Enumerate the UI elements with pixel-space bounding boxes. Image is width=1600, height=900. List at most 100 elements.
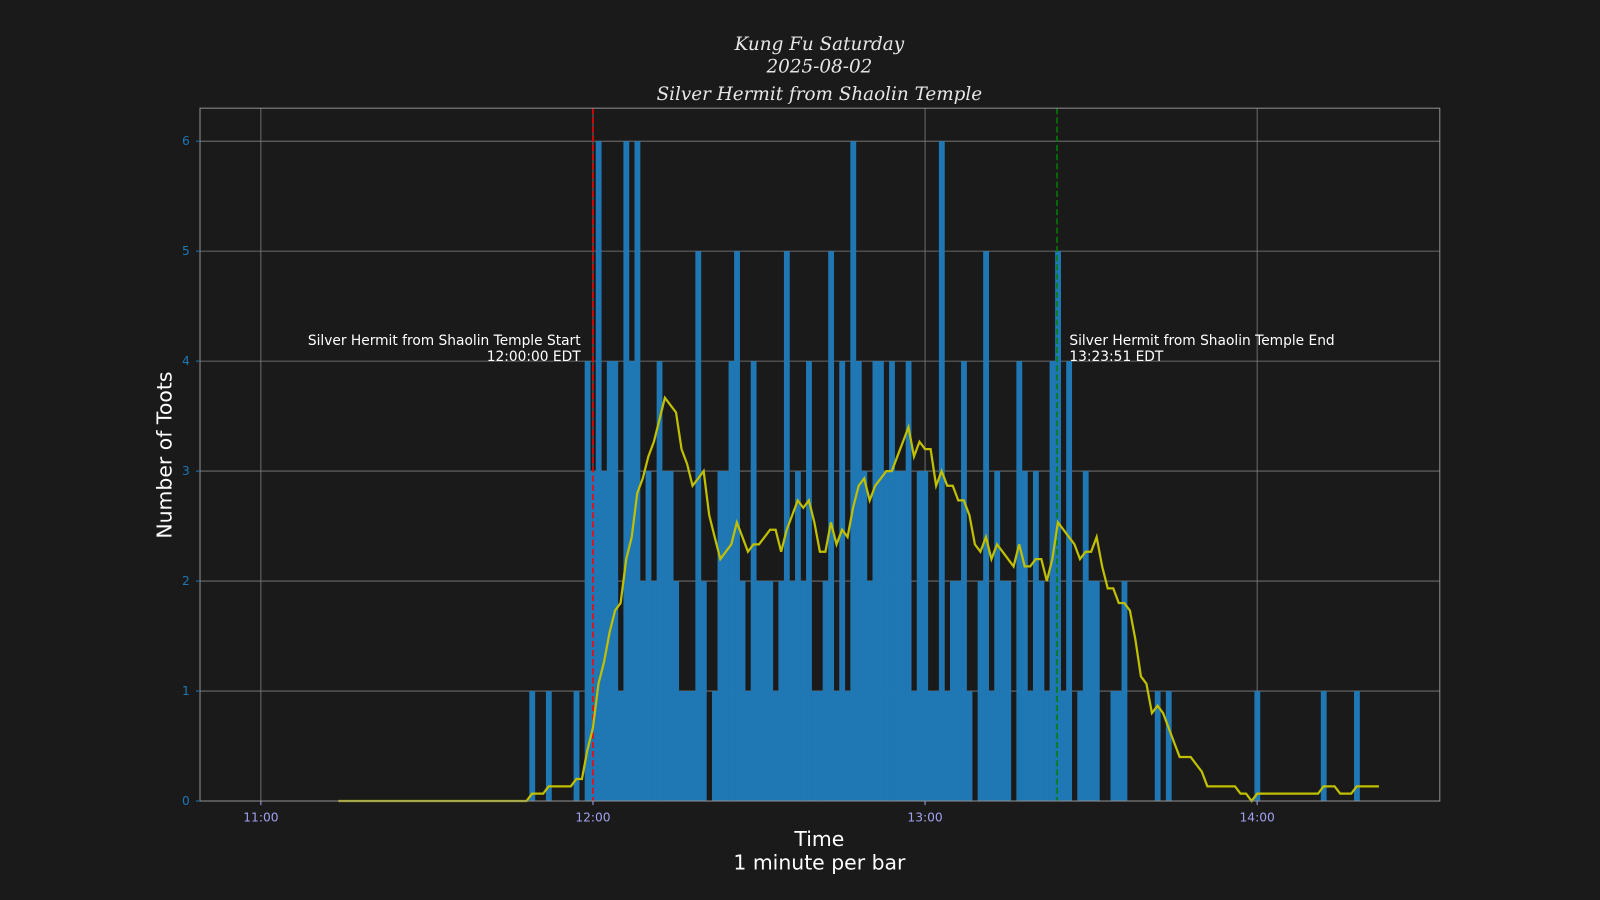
bar bbox=[673, 581, 680, 802]
bar bbox=[817, 691, 823, 802]
bar bbox=[933, 691, 940, 802]
bar bbox=[767, 581, 774, 802]
bar bbox=[966, 691, 973, 802]
x-tick-label: 14:00 bbox=[1240, 810, 1275, 824]
bar bbox=[612, 361, 619, 802]
bar bbox=[1027, 691, 1034, 802]
bar bbox=[861, 471, 868, 802]
x-axis-label: Time bbox=[793, 827, 844, 851]
bar bbox=[927, 691, 934, 802]
bar bbox=[872, 361, 879, 802]
bar bbox=[623, 141, 630, 802]
plot-frame bbox=[199, 107, 1441, 802]
bar bbox=[1093, 581, 1100, 802]
bar bbox=[584, 361, 591, 802]
bar bbox=[999, 581, 1006, 802]
bar bbox=[750, 361, 757, 802]
bar bbox=[756, 581, 763, 802]
bar bbox=[1354, 691, 1360, 802]
bar bbox=[645, 471, 652, 802]
bar bbox=[983, 251, 990, 802]
bar bbox=[1116, 691, 1122, 802]
bar bbox=[822, 581, 829, 802]
bar bbox=[684, 691, 691, 802]
bar bbox=[662, 471, 668, 802]
bar bbox=[1021, 471, 1028, 802]
bar bbox=[900, 471, 906, 802]
grid bbox=[200, 108, 1440, 802]
bar bbox=[595, 141, 602, 802]
bar bbox=[606, 361, 613, 802]
bar bbox=[1154, 691, 1161, 802]
bar bbox=[911, 691, 918, 802]
bar bbox=[689, 691, 696, 802]
y-tick-label: 2 bbox=[182, 574, 190, 588]
bar bbox=[1038, 581, 1045, 802]
y-tick-label: 0 bbox=[182, 794, 190, 808]
end-annotation-time: 13:23:51 EDT bbox=[1069, 349, 1163, 365]
bar bbox=[988, 691, 995, 802]
bar bbox=[778, 581, 785, 802]
ticks: 11:00 12:00 13:00 14:00 0 1 2 3 4 5 6 bbox=[182, 134, 1275, 824]
bar bbox=[878, 361, 884, 802]
bar bbox=[640, 581, 646, 802]
bar bbox=[739, 581, 746, 802]
bar bbox=[850, 141, 857, 802]
bar bbox=[711, 691, 718, 802]
bar bbox=[889, 361, 895, 802]
x-tick-label: 12:00 bbox=[575, 810, 610, 824]
bar bbox=[1077, 691, 1084, 802]
bar bbox=[772, 691, 779, 802]
bar bbox=[839, 361, 846, 802]
x-axis-sublabel: 1 minute per bar bbox=[733, 850, 906, 874]
x-tick-label: 11:00 bbox=[243, 810, 278, 824]
y-tick-label: 6 bbox=[182, 134, 190, 148]
bar bbox=[634, 141, 641, 802]
bar bbox=[922, 471, 929, 802]
bar bbox=[949, 581, 956, 802]
x-tick-label: 13:00 bbox=[907, 810, 942, 824]
start-annotation-label: Silver Hermit from Shaolin Temple Start bbox=[308, 333, 581, 349]
y-tick-label: 3 bbox=[182, 464, 190, 478]
bar bbox=[1110, 691, 1117, 802]
bar bbox=[789, 581, 796, 802]
bar bbox=[1088, 581, 1095, 802]
bar bbox=[651, 581, 657, 802]
bar bbox=[728, 361, 735, 802]
bar bbox=[977, 581, 984, 802]
bar bbox=[811, 691, 818, 802]
title-line-3: Silver Hermit from Shaolin Temple bbox=[657, 84, 983, 105]
bar bbox=[1254, 691, 1261, 802]
bar bbox=[1005, 581, 1012, 802]
y-tick-label: 5 bbox=[182, 244, 190, 258]
bar bbox=[1082, 471, 1089, 802]
bar bbox=[800, 581, 807, 802]
bar bbox=[1049, 361, 1056, 802]
y-axis-label: Number of Toots bbox=[152, 372, 176, 539]
bar bbox=[1016, 361, 1023, 802]
start-annotation-time: 12:00:00 EDT bbox=[487, 349, 581, 365]
bar bbox=[955, 581, 962, 802]
bar bbox=[1032, 471, 1039, 802]
bar bbox=[1044, 691, 1050, 802]
title-line-2: 2025-08-02 bbox=[765, 56, 872, 77]
bar bbox=[617, 691, 624, 802]
bar bbox=[545, 691, 552, 802]
bar bbox=[761, 581, 768, 802]
bar bbox=[794, 471, 801, 802]
bar bbox=[723, 471, 729, 802]
bar bbox=[529, 691, 536, 802]
bar bbox=[833, 691, 840, 802]
bar bbox=[783, 251, 790, 802]
bar bbox=[1066, 361, 1073, 802]
y-tick-label: 1 bbox=[182, 684, 190, 698]
bar bbox=[1060, 691, 1067, 802]
bar bbox=[745, 691, 752, 802]
bar bbox=[656, 361, 663, 802]
bar bbox=[961, 361, 967, 802]
bar bbox=[1320, 691, 1327, 802]
event-lines bbox=[592, 108, 1058, 802]
bar bbox=[844, 691, 851, 802]
bar bbox=[994, 471, 1001, 802]
